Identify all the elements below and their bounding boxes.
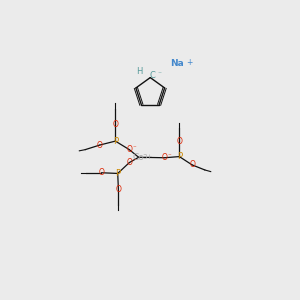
Text: ⁻: ⁻ — [168, 153, 172, 159]
Text: O: O — [189, 160, 195, 169]
Text: P: P — [177, 152, 182, 161]
Text: ⁻: ⁻ — [132, 158, 136, 164]
Text: O: O — [112, 120, 118, 129]
Text: Co: Co — [133, 153, 145, 162]
Text: O: O — [162, 153, 168, 162]
Text: ⁻: ⁻ — [158, 70, 162, 79]
Text: +: + — [187, 58, 193, 67]
Text: P: P — [113, 136, 118, 146]
Text: O: O — [98, 168, 104, 177]
Text: H: H — [136, 67, 143, 76]
Text: P: P — [115, 169, 120, 178]
Text: O: O — [126, 158, 132, 167]
Text: C: C — [150, 71, 155, 80]
Text: 3+: 3+ — [143, 154, 153, 160]
Text: O: O — [126, 145, 132, 154]
Text: O: O — [176, 136, 182, 146]
Text: O: O — [97, 140, 103, 149]
Text: ⁻: ⁻ — [132, 145, 136, 151]
Text: O: O — [116, 185, 121, 194]
Text: Na: Na — [170, 59, 184, 68]
